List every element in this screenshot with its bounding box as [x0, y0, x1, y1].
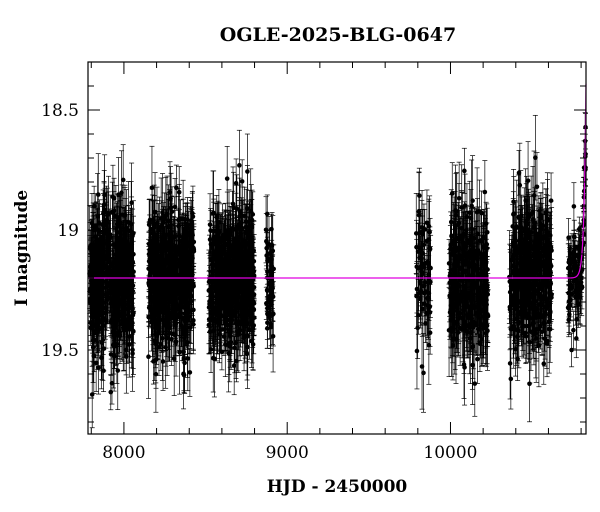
point-marker	[95, 192, 101, 197]
point-marker	[125, 266, 131, 271]
point-marker	[149, 185, 155, 191]
point-marker	[107, 287, 113, 292]
point-marker	[124, 354, 129, 359]
point-marker	[156, 345, 162, 350]
chart-title: OGLE-2025-BLG-0647	[220, 24, 456, 46]
point-marker	[91, 329, 97, 335]
point-marker	[120, 177, 126, 183]
point-marker	[187, 370, 193, 375]
data-point	[108, 374, 114, 411]
point-marker	[131, 329, 136, 334]
point-marker	[118, 264, 124, 270]
observing-season-1	[87, 144, 137, 429]
point-marker	[122, 244, 127, 250]
point-marker	[88, 320, 94, 326]
point-marker	[124, 261, 130, 266]
point-marker	[108, 301, 113, 306]
observing-season-2	[146, 145, 197, 413]
point-marker	[88, 286, 93, 291]
point-marker	[160, 359, 166, 364]
point-marker	[125, 318, 130, 324]
point-marker	[179, 294, 184, 300]
point-marker	[182, 360, 187, 366]
point-marker	[191, 284, 196, 289]
point-marker	[130, 351, 135, 356]
point-marker	[116, 236, 122, 241]
point-marker	[99, 355, 104, 361]
point-marker	[172, 311, 178, 316]
point-marker	[120, 292, 125, 298]
point-marker	[130, 259, 135, 265]
point-marker	[115, 368, 121, 373]
point-marker	[105, 252, 111, 258]
point-marker	[184, 221, 190, 227]
point-marker	[108, 389, 114, 395]
point-marker	[130, 320, 135, 326]
point-marker	[185, 356, 191, 361]
point-marker	[111, 330, 116, 335]
point-marker	[117, 333, 123, 339]
point-marker	[98, 299, 104, 305]
point-marker	[169, 336, 174, 342]
point-marker	[101, 208, 107, 214]
point-marker	[99, 264, 104, 270]
point-marker	[89, 392, 95, 397]
point-marker	[102, 192, 107, 198]
point-marker	[110, 194, 116, 200]
point-marker	[98, 251, 104, 256]
point-marker	[164, 335, 170, 341]
point-marker	[94, 306, 99, 311]
point-marker	[104, 231, 110, 236]
point-marker	[112, 270, 118, 276]
point-marker	[173, 248, 179, 254]
point-marker	[181, 371, 186, 377]
point-marker	[163, 213, 169, 219]
point-marker	[96, 365, 101, 370]
point-marker	[112, 315, 117, 321]
point-marker	[182, 318, 188, 324]
point-marker	[94, 238, 100, 244]
point-marker	[100, 323, 106, 329]
point-marker	[158, 216, 164, 221]
point-marker	[90, 280, 96, 285]
point-marker	[176, 189, 182, 195]
point-marker	[101, 368, 106, 374]
point-marker	[91, 337, 97, 343]
point-marker	[92, 273, 98, 278]
point-marker	[152, 338, 157, 344]
point-marker	[113, 214, 119, 219]
data-points-layer	[87, 112, 589, 429]
point-marker	[116, 192, 121, 197]
point-marker	[115, 249, 120, 254]
point-marker	[89, 249, 94, 254]
point-marker	[127, 334, 132, 340]
point-marker	[191, 248, 197, 254]
data-point	[95, 340, 101, 395]
